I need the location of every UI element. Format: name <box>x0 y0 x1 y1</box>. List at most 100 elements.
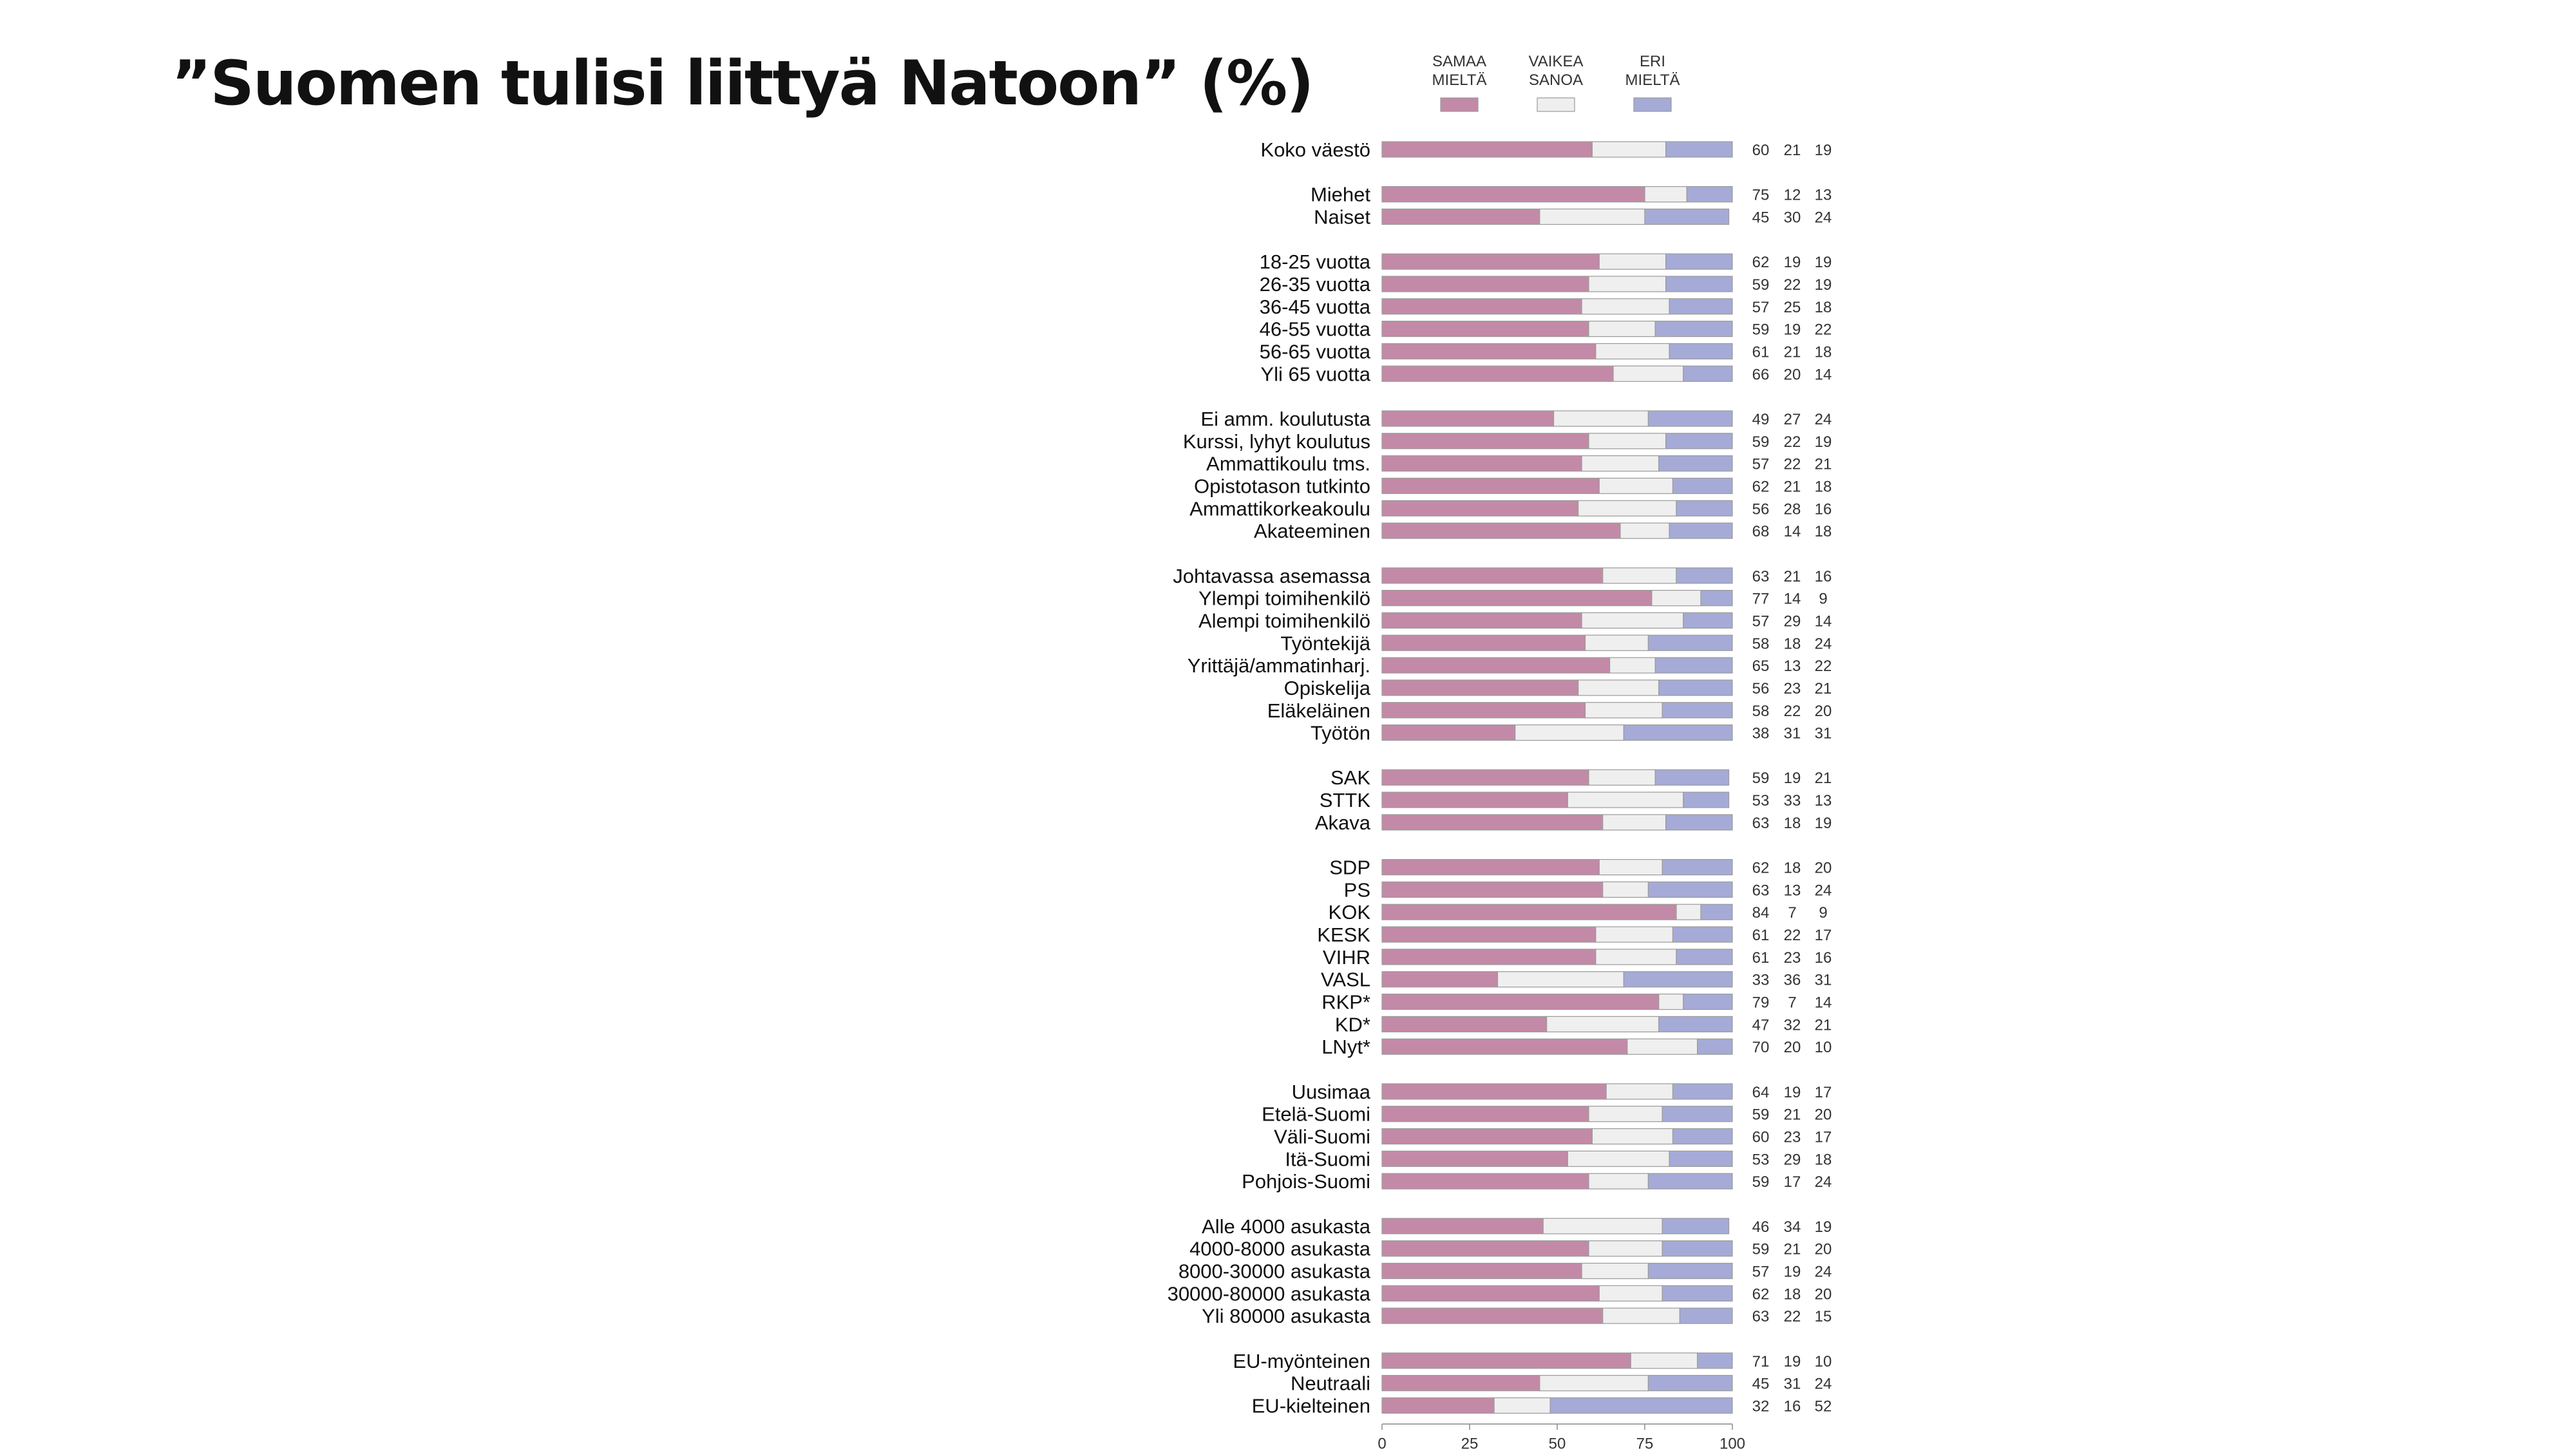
legend-label: VAIKEA <box>1529 53 1584 70</box>
disagree-segment <box>1662 1106 1733 1122</box>
row-label: Yrittäjä/ammatinharj. <box>1188 654 1370 677</box>
data-label: 61 <box>1752 343 1770 361</box>
data-label: 30 <box>1784 209 1801 226</box>
agree-segment <box>1381 433 1589 450</box>
data-label: 18 <box>1815 299 1832 316</box>
row-label: Akateeminen <box>1254 520 1370 542</box>
disagree-segment <box>1679 1307 1733 1324</box>
data-label: 29 <box>1784 612 1801 630</box>
disagree-segment <box>1669 1150 1733 1167</box>
data-label: 16 <box>1784 1397 1801 1415</box>
data-label: 57 <box>1752 456 1770 473</box>
data-label: 24 <box>1815 635 1832 652</box>
disagree-segment <box>1669 343 1733 360</box>
data-label: 19 <box>1784 321 1801 339</box>
row-label: 36-45 vuotta <box>1260 296 1371 318</box>
dont-know-segment <box>1539 1375 1649 1392</box>
data-label: 63 <box>1752 1308 1770 1325</box>
data-label: 62 <box>1752 254 1770 271</box>
disagree-segment <box>1662 1285 1733 1302</box>
agree-segment <box>1381 343 1596 360</box>
disagree-segment <box>1654 657 1733 674</box>
agree-segment <box>1381 814 1604 831</box>
agree-segment <box>1381 522 1621 539</box>
data-label: 19 <box>1784 1084 1801 1101</box>
row-label: Ylempi toimihenkilö <box>1198 587 1370 610</box>
data-label: 19 <box>1784 1353 1801 1370</box>
data-label: 33 <box>1784 792 1801 810</box>
data-label: 18 <box>1784 815 1801 832</box>
data-label: 18 <box>1815 478 1832 495</box>
agree-segment <box>1381 1150 1568 1167</box>
data-label: 19 <box>1815 433 1832 451</box>
data-label: 49 <box>1752 411 1770 428</box>
data-label: 62 <box>1752 1285 1770 1303</box>
data-label: 63 <box>1752 568 1770 585</box>
disagree-segment <box>1683 365 1733 382</box>
data-label: 71 <box>1752 1353 1770 1370</box>
legend-label: SANOA <box>1529 71 1583 89</box>
data-label: 47 <box>1752 1016 1770 1034</box>
x-tick-label: 75 <box>1636 1435 1654 1449</box>
dont-know-segment <box>1588 769 1656 786</box>
row-label: 30000-80000 asukasta <box>1168 1282 1371 1305</box>
agree-segment <box>1381 410 1555 427</box>
disagree-segment <box>1672 926 1733 943</box>
disagree-segment <box>1654 769 1730 786</box>
disagree-segment <box>1647 1173 1733 1189</box>
disagree-segment <box>1676 567 1733 584</box>
disagree-segment <box>1700 904 1733 920</box>
data-label: 32 <box>1752 1397 1770 1415</box>
disagree-segment <box>1683 791 1730 808</box>
agree-segment <box>1381 926 1596 943</box>
legend-label: SAMAA <box>1432 53 1486 70</box>
data-label: 60 <box>1752 1129 1770 1146</box>
row-label: Etelä-Suomi <box>1262 1103 1370 1126</box>
data-label: 13 <box>1784 658 1801 675</box>
row-label: Miehet <box>1311 184 1370 206</box>
data-label: 24 <box>1815 1264 1832 1281</box>
row-label: PS <box>1344 878 1370 901</box>
row-label: RKP* <box>1321 991 1370 1014</box>
row-label: KESK <box>1317 923 1370 946</box>
data-label: 18 <box>1784 635 1801 652</box>
data-label: 31 <box>1815 972 1832 989</box>
row-label: Alle 4000 asukasta <box>1202 1215 1371 1238</box>
disagree-segment <box>1665 253 1733 270</box>
data-label: 17 <box>1815 927 1832 944</box>
disagree-segment <box>1665 433 1733 450</box>
data-label: 20 <box>1815 1285 1832 1303</box>
agree-segment <box>1381 769 1589 786</box>
row-label: EU-kielteinen <box>1252 1394 1370 1417</box>
data-label: 24 <box>1815 1173 1832 1191</box>
disagree-segment <box>1672 1083 1733 1100</box>
row-label: Väli-Suomi <box>1274 1126 1370 1148</box>
data-label: 57 <box>1752 1264 1770 1281</box>
disagree-segment <box>1665 276 1733 292</box>
data-label: 60 <box>1752 142 1770 159</box>
data-label: 53 <box>1752 792 1770 810</box>
data-label: 16 <box>1815 568 1832 585</box>
disagree-segment <box>1662 702 1733 719</box>
disagree-segment <box>1654 321 1733 337</box>
agree-segment <box>1381 589 1653 607</box>
data-label: 31 <box>1784 725 1801 743</box>
dont-know-segment <box>1542 1218 1663 1235</box>
disagree-segment <box>1662 858 1733 876</box>
data-label: 77 <box>1752 591 1770 608</box>
dont-know-segment <box>1595 343 1670 360</box>
data-label: 28 <box>1784 500 1801 518</box>
data-label: 7 <box>1788 994 1796 1012</box>
disagree-segment <box>1672 477 1733 495</box>
data-label: 25 <box>1784 299 1801 316</box>
dont-know-segment <box>1497 971 1624 988</box>
agree-segment <box>1381 971 1499 988</box>
data-label: 21 <box>1815 1016 1832 1034</box>
data-label: 38 <box>1752 725 1770 743</box>
data-label: 14 <box>1815 994 1832 1012</box>
disagree-segment <box>1672 1128 1733 1145</box>
x-tick-label: 50 <box>1549 1435 1566 1449</box>
row-label: VIHR <box>1323 946 1370 969</box>
legend-label: ERI <box>1640 53 1665 70</box>
disagree-segment <box>1669 298 1733 315</box>
